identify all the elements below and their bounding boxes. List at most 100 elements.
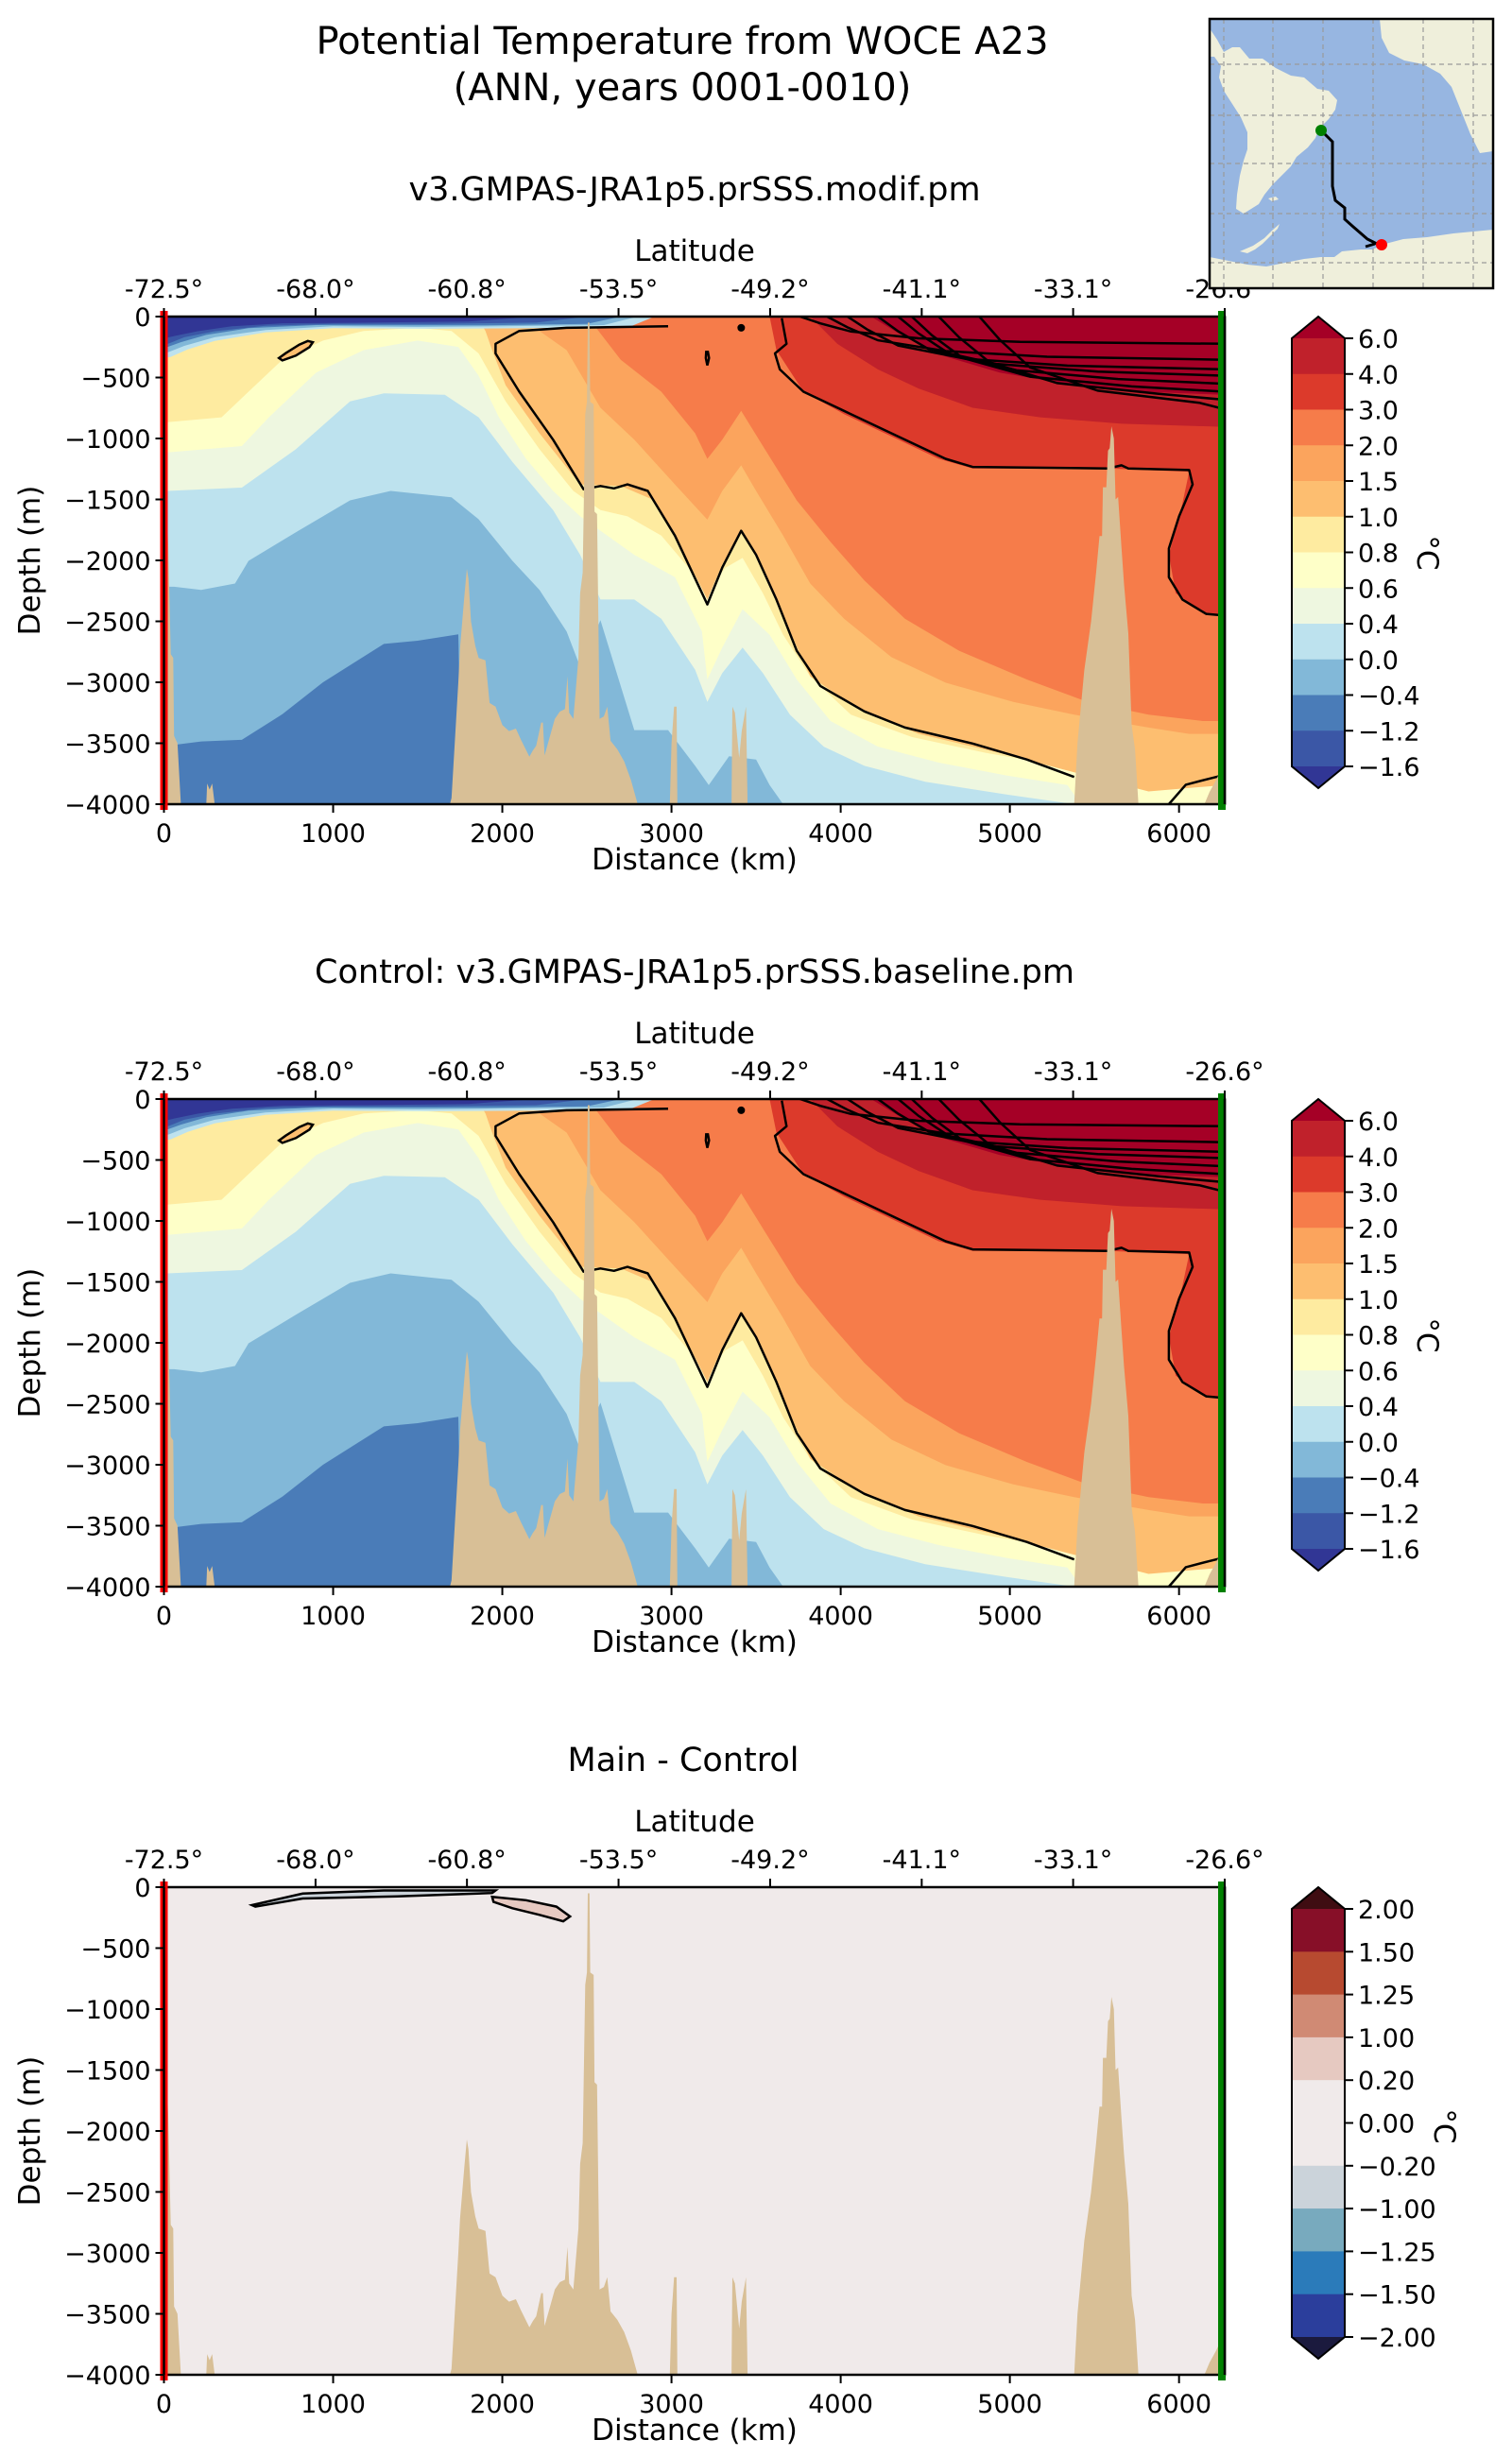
colorbar-band — [1292, 338, 1345, 375]
y-tick-label: −2500 — [64, 609, 150, 638]
surface-cold-band — [163, 1099, 537, 1122]
colorbar-band — [1292, 1121, 1345, 1158]
colorbar-band — [1292, 1156, 1345, 1193]
bathymetry — [163, 322, 1225, 804]
contour-line — [937, 317, 1225, 402]
lat-tick-label: -68.0° — [276, 1846, 354, 1875]
closed-contour — [704, 1133, 711, 1148]
y-tick-label: −2000 — [64, 2118, 150, 2147]
map-gridlines — [1210, 19, 1493, 288]
lat-tick-label: -41.1° — [883, 1057, 961, 1087]
colorbar-tick-label: 0.0 — [1358, 646, 1399, 676]
panel-title: v3.GMPAS-JRA1p5.prSSS.modif.pm — [408, 171, 980, 209]
lat-tick-label: -33.1° — [1034, 1057, 1112, 1087]
colorbar-tick-label: 1.5 — [1358, 1250, 1399, 1280]
colorbar-band — [1292, 1909, 1345, 1952]
y-tick-label: −1000 — [64, 425, 150, 455]
lat-tick-label: -72.5° — [125, 1846, 203, 1875]
lat-tick-label: -49.2° — [730, 1057, 809, 1087]
section-end-line — [1218, 1881, 1226, 2380]
section-end-marker — [1376, 239, 1387, 250]
colorbar-band — [1292, 1370, 1345, 1407]
colorbar-tick-label: −0.4 — [1358, 682, 1420, 712]
panel-title: Control: v3.GMPAS-JRA1p5.prSSS.baseline.… — [315, 954, 1074, 991]
colorbar-tick-label: 0.6 — [1358, 1357, 1399, 1386]
colorbar-band — [1292, 1228, 1345, 1264]
colorbar: 2.00 1.50 1.25 1.00 0.20 0.00 −0.20 −1.00 −1.25 −… — [1291, 1885, 1436, 2361]
colorbar-tick-label: −1.6 — [1358, 753, 1420, 782]
colorbar-tick-label: 6.0 — [1358, 325, 1399, 354]
colorbar-tick-label: −0.20 — [1358, 2153, 1436, 2182]
y-tick-label: −3500 — [64, 1513, 150, 1542]
y-tick-label: 0 — [134, 303, 150, 333]
closed-contour — [277, 1122, 316, 1144]
colorbar-label: °C — [1410, 1317, 1444, 1352]
contour-line — [494, 1107, 1075, 1561]
colorbar-tick-label: −1.2 — [1358, 1500, 1420, 1529]
lat-tick-label: -60.8° — [427, 1057, 506, 1087]
colorbar-band — [1292, 481, 1345, 518]
bathymetry — [163, 1893, 1225, 2375]
colorbar-band — [1292, 409, 1345, 446]
x-tick-label: 4000 — [808, 819, 873, 849]
x-tick-label: 4000 — [808, 1602, 873, 1631]
y-tick-label: −4000 — [64, 1573, 150, 1603]
y-tick-label: −4000 — [64, 2362, 150, 2391]
lat-tick-label: -33.1° — [1034, 1846, 1112, 1875]
contour-line — [1167, 1555, 1225, 1587]
colorbar-extend-under — [1292, 2337, 1345, 2359]
section-track-line — [1319, 129, 1378, 246]
contour-line — [910, 317, 1225, 393]
colorbar-band — [1292, 2294, 1345, 2338]
colorbar-tick-label: 6.0 — [1358, 1108, 1399, 1137]
lat-tick-label: -41.1° — [883, 275, 961, 304]
map-land-africa — [1380, 19, 1493, 153]
colorbar-tick-label: −2.00 — [1358, 2324, 1436, 2353]
map-frame — [1208, 17, 1495, 290]
section-end-line — [1218, 1093, 1226, 1592]
y-tick-label: −2000 — [64, 547, 150, 576]
x-tick-label: 5000 — [977, 819, 1042, 849]
distance-axis-label: Distance (km) — [592, 1625, 798, 1659]
colorbar-tick-label: 1.00 — [1358, 2024, 1415, 2053]
contour-dot — [737, 323, 746, 332]
y-tick-label: −3500 — [64, 730, 150, 760]
x-tick-label: 0 — [156, 2390, 172, 2419]
latitude-axis-label: Latitude — [634, 234, 755, 268]
y-tick-label: −2000 — [64, 1330, 150, 1359]
colorbar-band — [1292, 445, 1345, 482]
panel-difference: Main - Control Latitude Distance (km) De… — [13, 1742, 1461, 2448]
closed-contour — [277, 339, 316, 362]
distance-axis-label: Distance (km) — [592, 2414, 798, 2448]
contour-line — [1167, 773, 1225, 804]
contour-line — [826, 317, 1225, 361]
colorbar-band — [1292, 659, 1345, 696]
colorbar-tick-label: 1.0 — [1358, 1286, 1399, 1315]
colorbar-band — [1292, 730, 1345, 767]
colorbar-band — [1292, 695, 1345, 731]
y-tick-label: 0 — [134, 1086, 150, 1115]
lat-tick-label: -53.5° — [579, 275, 658, 304]
lat-tick-label: -72.5° — [125, 1057, 203, 1087]
colorbar-tick-label: −1.6 — [1358, 1536, 1420, 1565]
x-tick-label: 4000 — [808, 2390, 873, 2419]
contour-line — [494, 324, 1075, 779]
x-tick-label: 2000 — [470, 2390, 535, 2419]
colorbar-band — [1292, 1263, 1345, 1300]
lat-tick-label: -33.1° — [1034, 275, 1112, 304]
colorbar-tick-label: −1.00 — [1358, 2195, 1436, 2225]
colorbar-band — [1292, 1334, 1345, 1371]
y-tick-label: −1000 — [64, 1996, 150, 2025]
x-tick-label: 6000 — [1146, 819, 1211, 849]
colorbar-band — [1292, 624, 1345, 661]
contour-line — [897, 1099, 1225, 1168]
y-tick-label: −500 — [80, 1935, 150, 1965]
contour-line — [799, 317, 1225, 346]
y-tick-label: −3000 — [64, 669, 150, 698]
colorbar-tick-label: 4.0 — [1358, 361, 1399, 390]
colorbar-tick-label: 3.0 — [1358, 397, 1399, 426]
colorbar-tick-label: 4.0 — [1358, 1143, 1399, 1173]
difference-background — [163, 1887, 1225, 2375]
lat-tick-label: -68.0° — [276, 1057, 354, 1087]
